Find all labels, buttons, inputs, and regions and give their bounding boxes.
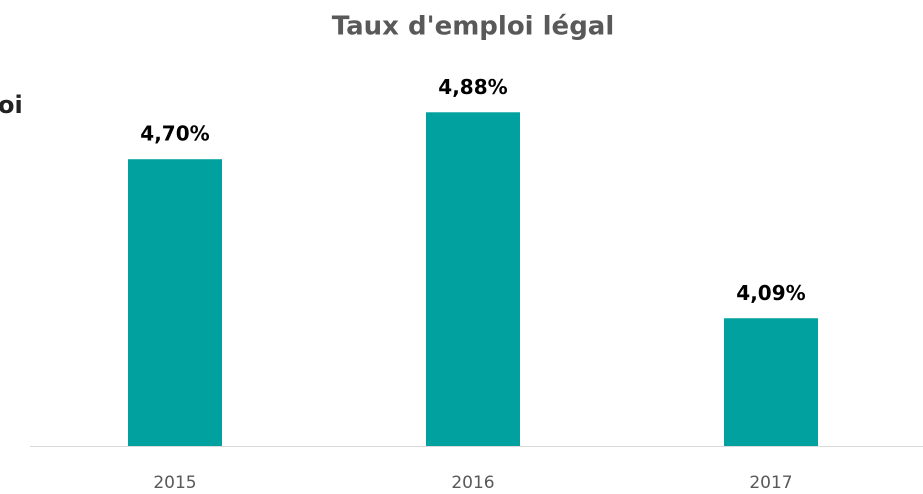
x-tick-label: 2017 (749, 473, 792, 493)
annotation: oi (0, 91, 23, 119)
data-label: 4,88% (438, 75, 507, 99)
x-tick-label: 2015 (153, 473, 196, 493)
x-tick-label: 2016 (451, 473, 494, 493)
data-label: 4,09% (736, 281, 805, 305)
bar (128, 159, 222, 446)
bar (724, 318, 818, 446)
bar (426, 112, 520, 447)
chart-title: Taux d'emploi légal (332, 12, 615, 42)
data-label: 4,70% (140, 122, 209, 146)
